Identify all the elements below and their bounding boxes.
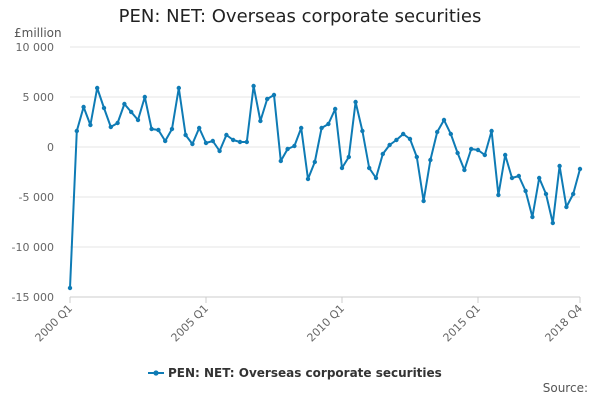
data-point[interactable] — [299, 125, 304, 131]
data-point[interactable] — [231, 137, 236, 143]
legend[interactable]: PEN: NET: Overseas corporate securities — [148, 366, 442, 380]
data-point[interactable] — [367, 165, 372, 171]
data-point[interactable] — [210, 138, 215, 144]
data-point[interactable] — [346, 154, 351, 160]
data-point[interactable] — [339, 165, 345, 171]
series-group — [67, 83, 583, 291]
x-tick-label: 2005 Q1 — [169, 302, 212, 345]
chart-title: PEN: NET: Overseas corporate securities — [118, 6, 482, 27]
data-point[interactable] — [88, 122, 93, 128]
data-point[interactable] — [74, 128, 80, 134]
x-tick-label: 2015 Q1 — [441, 302, 484, 345]
data-point[interactable] — [278, 158, 283, 164]
data-point[interactable] — [95, 85, 100, 91]
data-point[interactable] — [360, 128, 365, 134]
data-point[interactable] — [271, 92, 277, 98]
y-tick-label: -15 000 — [12, 291, 54, 304]
data-point[interactable] — [305, 176, 311, 182]
y-tick-label: -5 000 — [19, 191, 54, 204]
data-point[interactable] — [401, 131, 406, 137]
legend-label: PEN: NET: Overseas corporate securities — [168, 366, 442, 380]
data-point[interactable] — [333, 106, 338, 112]
data-point[interactable] — [455, 150, 460, 156]
y-axis-ticks: 10 000 5 000 0 -5 000 -10 000 -15 000 — [12, 41, 54, 304]
data-point[interactable] — [441, 117, 447, 123]
data-point[interactable] — [285, 146, 290, 152]
data-point[interactable] — [265, 96, 270, 102]
data-point[interactable] — [380, 151, 385, 157]
data-point[interactable] — [394, 137, 399, 143]
data-point[interactable] — [163, 138, 168, 144]
data-point[interactable] — [550, 220, 555, 226]
data-point[interactable] — [183, 132, 188, 138]
data-point[interactable] — [482, 152, 487, 158]
data-point[interactable] — [435, 129, 440, 135]
y-axis-unit: £million — [14, 26, 62, 40]
data-point[interactable] — [203, 140, 209, 146]
data-point[interactable] — [523, 188, 528, 194]
data-point[interactable] — [496, 192, 501, 198]
data-point[interactable] — [312, 159, 317, 165]
series-line — [69, 85, 581, 289]
data-point[interactable] — [101, 105, 107, 111]
data-point[interactable] — [571, 191, 576, 197]
data-point[interactable] — [224, 132, 229, 138]
data-point[interactable] — [142, 94, 147, 100]
data-point[interactable] — [448, 131, 453, 137]
data-point[interactable] — [169, 126, 175, 132]
data-point[interactable] — [421, 198, 426, 204]
x-tick-label: 2018 Q4 — [543, 302, 586, 345]
data-point[interactable] — [129, 109, 134, 115]
data-point[interactable] — [537, 175, 542, 181]
data-point[interactable] — [251, 83, 256, 89]
data-point[interactable] — [190, 141, 195, 147]
x-tick-label: 2010 Q1 — [305, 302, 348, 345]
data-point[interactable] — [503, 152, 508, 158]
data-point[interactable] — [81, 104, 86, 110]
y-tick-label: 0 — [47, 141, 54, 154]
data-point[interactable] — [475, 147, 481, 153]
data-point[interactable] — [557, 163, 562, 169]
data-point[interactable] — [414, 154, 419, 160]
source-label: Source: — [542, 381, 588, 395]
x-tick-label: 2000 Q1 — [33, 302, 76, 345]
data-point[interactable] — [326, 121, 331, 127]
data-point[interactable] — [135, 117, 141, 123]
y-tick-label: 10 000 — [16, 41, 55, 54]
data-point[interactable] — [292, 143, 297, 149]
data-point[interactable] — [373, 175, 379, 181]
y-tick-label: -10 000 — [12, 241, 54, 254]
data-point[interactable] — [244, 139, 249, 145]
data-point[interactable] — [237, 139, 243, 145]
data-point[interactable] — [530, 214, 535, 220]
data-point[interactable] — [67, 285, 73, 291]
data-point[interactable] — [217, 148, 222, 154]
data-point[interactable] — [149, 126, 154, 132]
data-point[interactable] — [462, 167, 467, 173]
legend-point-marker — [153, 370, 159, 376]
data-point[interactable] — [353, 99, 358, 105]
data-point[interactable] — [509, 175, 515, 181]
data-point[interactable] — [258, 118, 263, 124]
gridlines — [70, 46, 580, 298]
data-point[interactable] — [469, 146, 474, 152]
data-point[interactable] — [489, 128, 494, 134]
data-point[interactable] — [577, 166, 583, 172]
data-point[interactable] — [108, 124, 114, 130]
data-point[interactable] — [543, 191, 549, 197]
data-point[interactable] — [387, 142, 392, 148]
data-point[interactable] — [428, 157, 433, 163]
data-point[interactable] — [197, 125, 202, 131]
data-point[interactable] — [115, 120, 120, 126]
data-point[interactable] — [516, 173, 521, 179]
data-point[interactable] — [407, 136, 413, 142]
data-point[interactable] — [564, 204, 569, 210]
y-tick-label: 5 000 — [23, 91, 55, 104]
x-axis-ticks: 2000 Q1 2005 Q1 2010 Q1 2015 Q1 2018 Q4 — [33, 296, 586, 345]
data-point[interactable] — [122, 101, 127, 107]
data-point[interactable] — [156, 127, 161, 133]
data-point[interactable] — [176, 85, 181, 91]
data-point[interactable] — [319, 125, 324, 131]
